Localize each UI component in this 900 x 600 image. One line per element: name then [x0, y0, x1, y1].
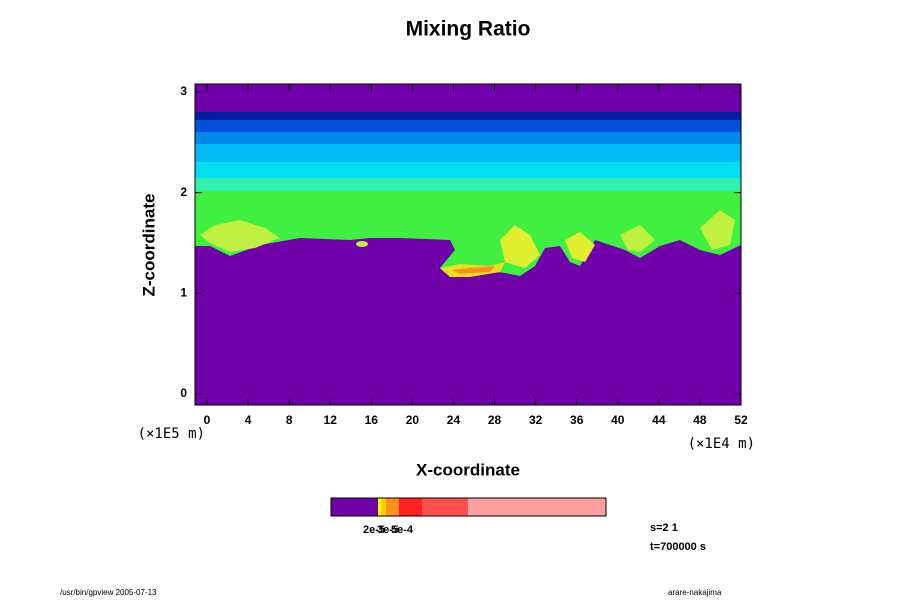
x-tick-label: 32 — [529, 413, 543, 427]
x-tick-label: 36 — [570, 413, 584, 427]
x-tick-label: 20 — [406, 413, 420, 427]
x-tick-label: 28 — [488, 413, 502, 427]
x-tick-label: 44 — [652, 413, 666, 427]
footer: /usr/bin/gpview 2005-07-13 — [60, 588, 157, 597]
colorbar-label: 3e-5 — [377, 524, 399, 536]
annotation: s=2 1 — [650, 522, 678, 534]
colorbar-swatch — [331, 498, 378, 516]
colorbar-swatch — [468, 498, 606, 516]
colorbar-label: 2e-5 — [363, 524, 385, 536]
x-tick-label: 16 — [365, 413, 379, 427]
x-tick-label: 0 — [204, 413, 211, 427]
x-axis-title: X-coordinate — [416, 460, 520, 479]
chart-title: Mixing Ratio — [406, 18, 531, 41]
y-tick-label: 1 — [180, 285, 187, 299]
x-tick-label: 24 — [447, 413, 461, 427]
colorbar-swatch — [422, 498, 468, 516]
x-tick-label: 12 — [324, 413, 338, 427]
x-tick-label: 40 — [611, 413, 625, 427]
x-tick-label: 52 — [734, 413, 748, 427]
contour-field — [195, 84, 741, 405]
y-tick-label: 0 — [180, 386, 187, 400]
footer: arare-nakajima — [668, 588, 722, 597]
y-tick-label: 3 — [180, 84, 187, 98]
y-axis-title: Z-coordinate — [139, 194, 158, 297]
colorbar-swatch — [386, 498, 399, 516]
colorbar-swatch — [399, 498, 422, 516]
colorbar-label: 5e-4 — [391, 524, 414, 536]
x-tick-label: 8 — [286, 413, 293, 427]
y-unit: (×1E5 m) — [138, 426, 205, 442]
x-tick-label: 48 — [693, 413, 707, 427]
colorbar-swatch — [378, 498, 381, 516]
x-tick-label: 4 — [245, 413, 252, 427]
colorbar-frame — [330, 497, 607, 517]
x-unit: (×1E4 m) — [688, 436, 755, 452]
annotation: t=700000 s — [650, 541, 706, 553]
colorbar-swatch — [381, 498, 386, 516]
plot-frame — [194, 83, 742, 406]
y-tick-label: 2 — [180, 185, 187, 199]
